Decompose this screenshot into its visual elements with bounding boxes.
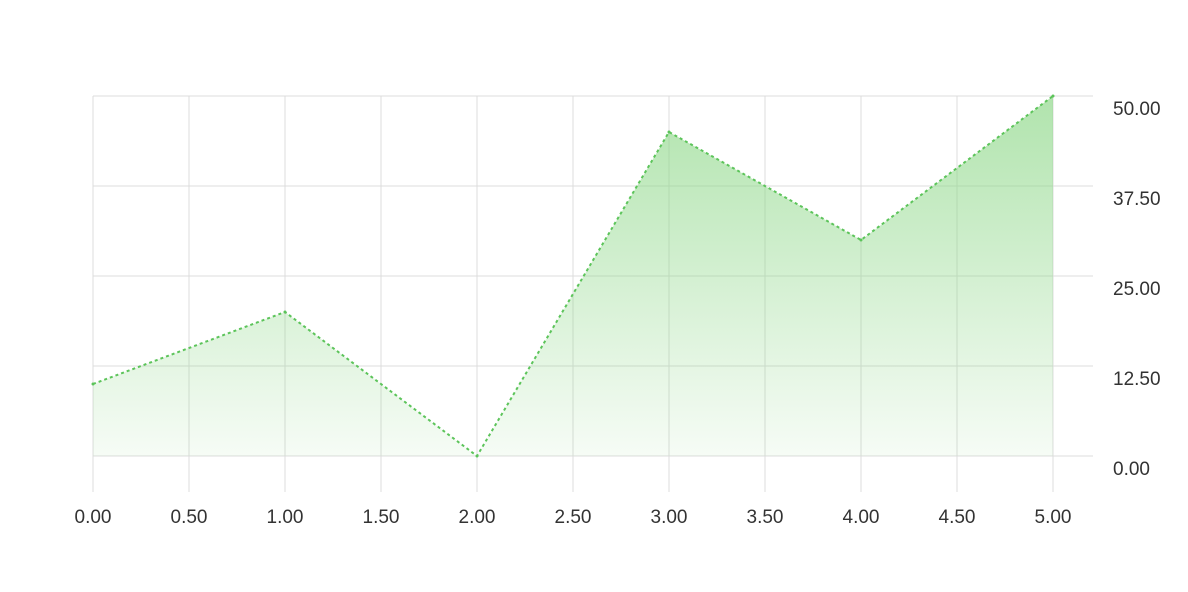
x-tick-label: 2.50: [555, 507, 592, 528]
y-tick-label: 37.50: [1113, 189, 1161, 210]
x-tick-label: 3.50: [747, 507, 784, 528]
x-tick-label: 2.00: [459, 507, 496, 528]
data-point: [475, 454, 479, 458]
x-axis-ticks: 0.00 0.50 1.00 1.50 2.00 2.50 3.00 3.50 4.00 4.50…: [75, 507, 1072, 528]
x-tick-label: 4.50: [939, 507, 976, 528]
x-tick-label: 0.00: [75, 507, 112, 528]
data-point: [1051, 94, 1055, 98]
y-tick-label: 0.00: [1113, 459, 1150, 480]
x-tick-label: 1.00: [267, 507, 304, 528]
x-tick-label: 0.50: [171, 507, 208, 528]
data-point: [91, 382, 95, 386]
data-point: [667, 130, 671, 134]
y-axis-ticks: 0.00 12.50 25.00 37.50 50.00: [1113, 99, 1161, 480]
series-line-layer: [91, 94, 1055, 458]
y-tick-label: 12.50: [1113, 369, 1161, 390]
x-tick-label: 3.00: [651, 507, 688, 528]
x-tick-label: 5.00: [1035, 507, 1072, 528]
area-fill-layer: [93, 96, 1053, 456]
area-fill: [93, 96, 1053, 456]
x-tick-label: 1.50: [363, 507, 400, 528]
series-line: [92, 95, 1054, 457]
data-point: [283, 310, 287, 314]
x-tick-label: 4.00: [843, 507, 880, 528]
data-point: [859, 238, 863, 242]
y-tick-label: 50.00: [1113, 99, 1161, 120]
y-tick-label: 25.00: [1113, 279, 1161, 300]
